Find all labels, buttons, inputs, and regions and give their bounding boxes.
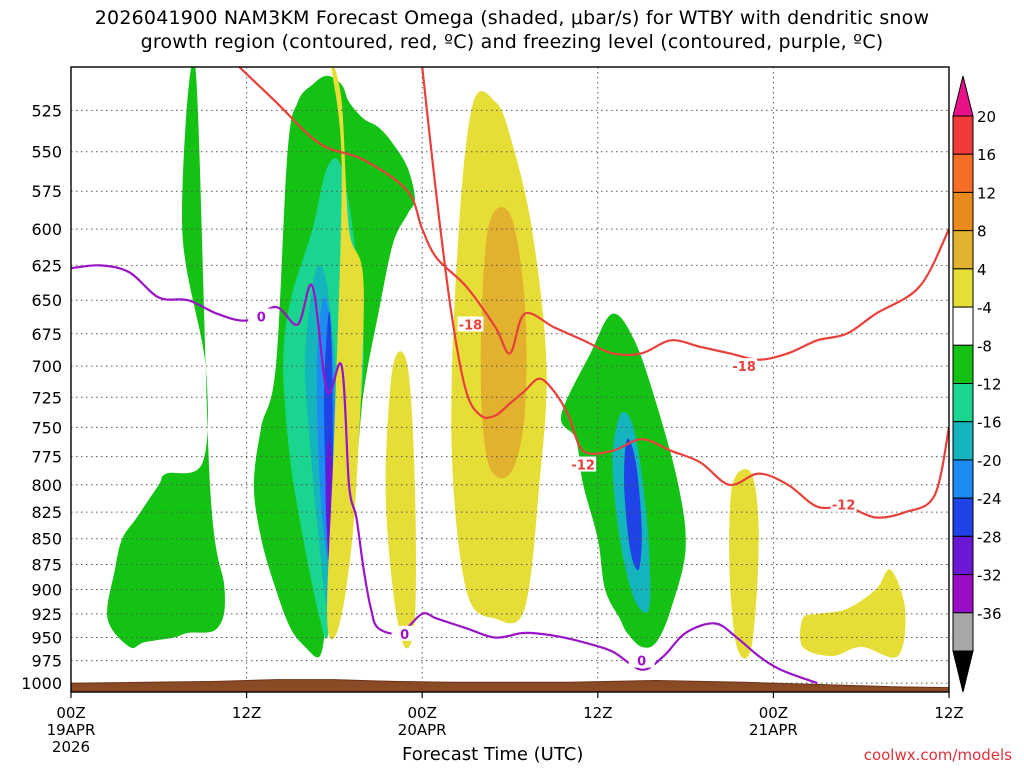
x-tick-label-24: 00Z	[408, 704, 437, 722]
contour-label-0: -18	[459, 319, 483, 334]
y-tick-label-625: 625	[31, 256, 62, 275]
grid-lines	[71, 67, 949, 692]
contour-label-5: 0	[400, 628, 409, 643]
colorbar-label-8: -16	[977, 414, 1002, 432]
y-axis: 525 550 575 600 625 650 675 700 725 750 775 800 825 8…	[21, 101, 62, 693]
colorbar-bottom-triangle	[952, 650, 974, 693]
contour-label-bg-1	[731, 358, 758, 374]
y-tick-label-575: 575	[31, 182, 62, 201]
colorbar-swatch-4	[952, 268, 974, 308]
shaded-region-10	[327, 67, 364, 640]
x-tick-date-48: 21APR	[749, 721, 798, 739]
x-tick-label-0: 00Z	[56, 704, 85, 722]
y-tick-label-750: 750	[31, 418, 62, 437]
colorbar-label-10: -24	[977, 490, 1002, 508]
contour-label-4: 0	[257, 310, 266, 325]
colorbar-swatch-8	[952, 421, 974, 461]
colorbar-swatch-11	[952, 535, 974, 576]
plot-frame	[70, 66, 950, 693]
contour-label-bg-5	[391, 625, 418, 641]
y-tick-label-825: 825	[31, 503, 62, 522]
shaded-region-15	[799, 569, 906, 658]
contour-label-bg-3	[830, 496, 857, 512]
chart-title-line-2: growth region (contoured, red, ºC) and f…	[140, 31, 884, 53]
colorbar-swatch-13	[952, 612, 974, 652]
y-tick-label-850: 850	[31, 530, 62, 549]
x-axis-label: Forecast Time (UTC)	[402, 744, 584, 765]
colorbar-swatch-5	[952, 306, 974, 346]
y-tick-label-775: 775	[31, 448, 62, 467]
y-tick-label-875: 875	[31, 555, 62, 574]
contour-lines: -18 -18 -12 -12 0 0 0	[71, 67, 949, 685]
colorbar-label-12: -32	[977, 567, 1002, 585]
colorbar-swatch-10	[952, 497, 974, 537]
colorbar-label-11: -28	[977, 528, 1002, 546]
chart-title-line-1: 2026041900 NAM3KM Forecast Omega (shaded…	[94, 7, 930, 29]
colorbar-label-1: 16	[977, 146, 996, 164]
colorbar-label-2: 12	[977, 184, 996, 202]
y-tick-label-800: 800	[31, 476, 62, 495]
shaded-region-9	[624, 438, 642, 571]
contour-line-2	[71, 264, 818, 685]
contour-label-2: -12	[571, 459, 595, 474]
y-tick-label-975: 975	[31, 652, 62, 671]
contour-line-0	[238, 67, 949, 361]
colorbar-label-3: 8	[977, 223, 987, 241]
contour-label-6: 0	[637, 655, 646, 670]
colorbar-label-7: -12	[977, 376, 1002, 394]
shaded-region-14	[729, 468, 759, 659]
contour-label-1: -18	[732, 360, 756, 375]
colorbar-swatch-12	[952, 574, 974, 614]
colorbar-top-triangle	[952, 75, 974, 117]
y-tick-label-925: 925	[31, 605, 62, 624]
colorbar-label-13: -36	[977, 605, 1002, 623]
y-tick-label-950: 950	[31, 629, 62, 648]
y-tick-label-725: 725	[31, 388, 62, 407]
shaded-region-13	[385, 351, 416, 649]
x-tick-label-48: 00Z	[759, 704, 788, 722]
colorbar-swatch-7	[952, 383, 974, 423]
colorbar-label-9: -20	[977, 452, 1002, 470]
terrain-fill	[70, 679, 950, 693]
contour-label-3: -12	[832, 499, 856, 514]
colorbar-label-5: -4	[977, 299, 992, 317]
contour-label-bg-6	[628, 652, 655, 668]
colorbar-swatch-0	[952, 115, 974, 155]
colorbar-label-0: 20	[977, 108, 996, 126]
y-tick-label-600: 600	[31, 220, 62, 239]
colorbar-swatch-1	[952, 153, 974, 193]
x-tick-date-0: 19APR	[47, 721, 96, 739]
credit-text: coolwx.com/models	[863, 746, 1012, 764]
x-tick-label-60: 12Z	[934, 704, 963, 722]
shaded-region-0	[107, 67, 225, 649]
y-tick-label-525: 525	[31, 101, 62, 120]
contour-label-bg-2	[570, 456, 597, 472]
colorbar-label-6: -8	[977, 337, 992, 355]
x-tick-label-36: 12Z	[583, 704, 612, 722]
colorbar-label-4: 4	[977, 261, 987, 279]
colorbar-swatch-3	[952, 230, 974, 270]
colorbar-swatch-6	[952, 344, 974, 384]
x-tick-label-12: 12Z	[232, 704, 261, 722]
contour-label-bg-0	[457, 316, 484, 332]
colorbar-swatch-9	[952, 459, 974, 499]
contour-label-bg-4	[248, 308, 275, 324]
y-tick-label-1000: 1000	[21, 674, 62, 693]
y-tick-label-700: 700	[31, 357, 62, 376]
y-tick-label-550: 550	[31, 143, 62, 162]
colorbar: 20 16 12 8 4 -4 -8 -12 -16 -20 -24 -28 -32 -36	[952, 75, 1002, 693]
y-tick-label-900: 900	[31, 580, 62, 599]
y-tick-label-650: 650	[31, 291, 62, 310]
x-tick-date-24: 20APR	[398, 721, 447, 739]
colorbar-swatch-2	[952, 191, 974, 232]
y-tick-label-675: 675	[31, 325, 62, 344]
x-tick-year-0: 2026	[52, 738, 90, 756]
